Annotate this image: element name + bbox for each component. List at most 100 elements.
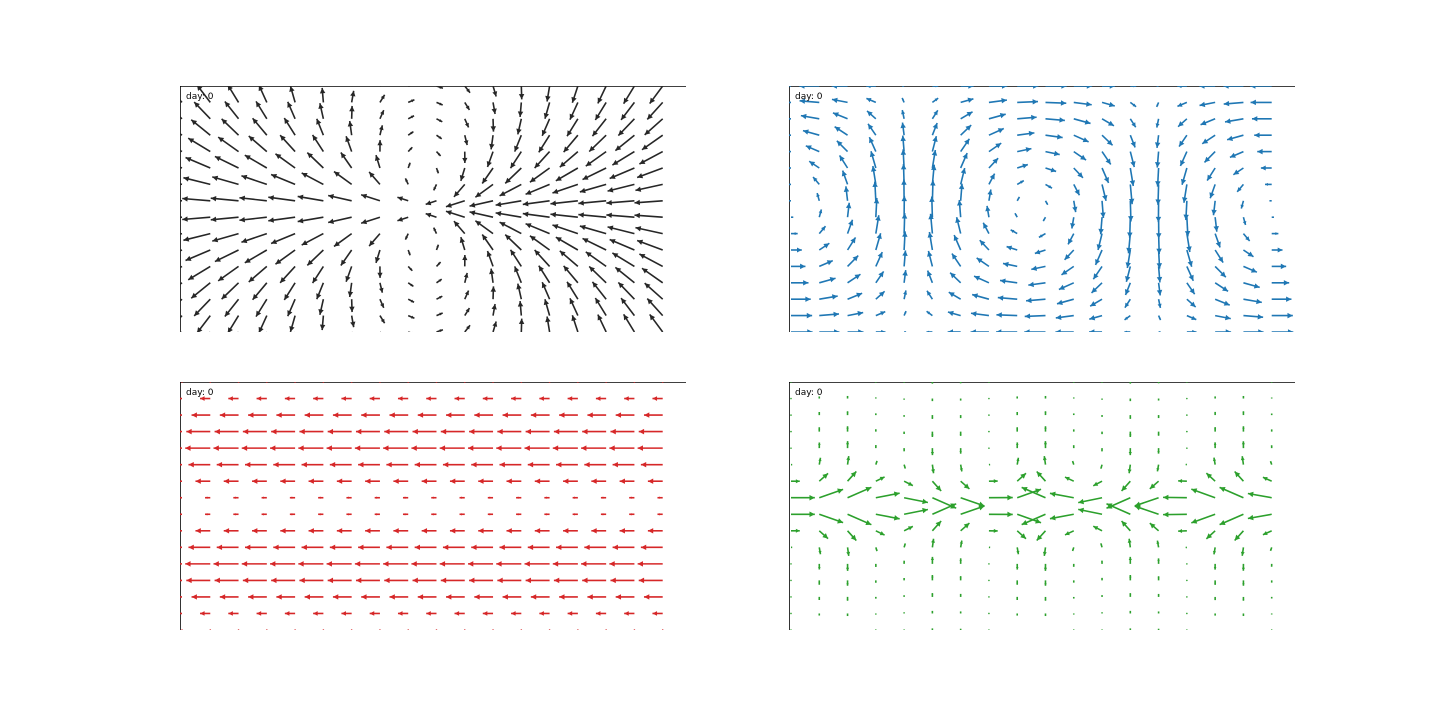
quiver-arrow [600, 513, 607, 516]
quiver-arrow [239, 216, 267, 223]
quiver-arrow [180, 513, 182, 516]
quiver-arrow [522, 200, 550, 207]
quiver-arrow [217, 265, 240, 282]
quiver-arrow [1042, 456, 1047, 465]
quiver-arrow [389, 594, 409, 600]
quiver-arrow [1185, 546, 1188, 549]
quiver-arrow [283, 282, 296, 301]
quiver-arrow [464, 307, 471, 317]
quiver-arrow [875, 476, 885, 482]
quiver-arrow [1163, 511, 1187, 518]
quiver-arrow [350, 382, 353, 383]
quiver-arrow [414, 461, 437, 468]
quiver-arrow [1016, 179, 1025, 186]
quiver-arrow [988, 546, 991, 549]
quiver-arrow [407, 130, 414, 136]
quiver-arrow [274, 249, 296, 265]
quiver-arrow [1157, 448, 1160, 454]
quiver-arrow [847, 273, 861, 284]
quiver-arrow [360, 193, 381, 202]
quiver-arrow [959, 576, 962, 581]
quiver-arrow [284, 611, 296, 616]
quiver-arrow [819, 277, 836, 284]
quiver-arrow [1156, 540, 1160, 548]
quiver-arrow [361, 594, 380, 600]
quiver-arrow [463, 629, 466, 630]
quiver-arrow [306, 249, 324, 266]
quiver-arrow [1154, 135, 1161, 148]
quiver-arrow [594, 297, 607, 317]
quiver-arrow [646, 297, 664, 317]
quiver-arrow [629, 513, 635, 516]
quiver-arrow [435, 629, 438, 630]
quiver-arrow [435, 261, 442, 267]
quiver-arrow [417, 412, 437, 418]
quiver-arrow [931, 431, 934, 437]
quiver-arrow [397, 196, 409, 202]
quiver-arrow [1070, 217, 1076, 229]
quiver-arrow [585, 150, 607, 167]
quiver-arrow [1101, 577, 1103, 581]
quiver-arrow [1042, 547, 1047, 556]
quiver-panel-bottom-left: day: 0 [180, 382, 686, 630]
quiver-arrow [988, 86, 1008, 89]
quiver-arrow [1125, 249, 1132, 269]
quiver-plot [789, 86, 1295, 332]
quiver-arrow [816, 192, 821, 202]
quiver-arrow [647, 478, 663, 484]
quiver-arrow [529, 167, 551, 183]
quiver-arrow [988, 142, 1002, 153]
quiver-arrow [1106, 497, 1131, 509]
quiver-arrow [233, 496, 239, 499]
quiver-arrow [903, 448, 905, 452]
quiver-arrow [791, 247, 802, 253]
quiver-arrow [407, 298, 415, 303]
quiver-arrow [319, 315, 326, 331]
quiver-arrow [1177, 86, 1187, 89]
quiver-arrow [212, 232, 239, 243]
quiver-arrow [1021, 486, 1046, 499]
quiver-arrow [1101, 415, 1103, 417]
quiver-arrow [567, 611, 578, 616]
quiver-arrow [1184, 217, 1191, 237]
quiver-arrow [903, 577, 905, 581]
quiver-arrow [1156, 282, 1163, 296]
quiver-arrow [268, 195, 296, 202]
quiver-arrow [241, 445, 267, 451]
quiver-arrow [1186, 298, 1197, 308]
quiver-arrow [1155, 102, 1160, 108]
quiver-arrow [1254, 132, 1272, 138]
quiver-arrow [205, 513, 211, 516]
quiver-arrow [622, 313, 636, 332]
quiver-arrow [386, 461, 409, 468]
quiver-arrow [195, 478, 211, 484]
quiver-arrow [818, 411, 821, 416]
quiver-arrow [566, 281, 579, 300]
quiver-arrow [1045, 100, 1067, 106]
quiver-arrow [271, 577, 296, 584]
quiver-arrow [988, 447, 990, 449]
quiver-arrow [791, 495, 815, 501]
quiver-arrow [346, 496, 352, 499]
quiver-arrow [513, 134, 523, 152]
quiver-arrow [329, 461, 352, 468]
quiver-arrow [634, 199, 663, 206]
quiver-arrow [1100, 464, 1103, 469]
quiver-arrow [615, 594, 635, 600]
quiver-arrow [637, 445, 663, 451]
quiver-arrow [1128, 200, 1134, 222]
quiver-arrow [790, 430, 792, 433]
quiver-arrow [566, 118, 579, 137]
quiver-arrow [931, 628, 934, 630]
quiver-arrow [996, 312, 1018, 318]
quiver-arrow [588, 134, 607, 153]
quiver-arrow [1015, 442, 1019, 449]
quiver-arrow [185, 156, 211, 169]
quiver-arrow [607, 225, 635, 235]
quiver-arrow [612, 544, 635, 551]
quiver-arrow [516, 283, 523, 300]
quiver-arrow [350, 90, 356, 103]
quiver-arrow [1055, 329, 1074, 332]
quiver-arrow [1044, 580, 1047, 586]
quiver-arrow [1236, 183, 1245, 193]
